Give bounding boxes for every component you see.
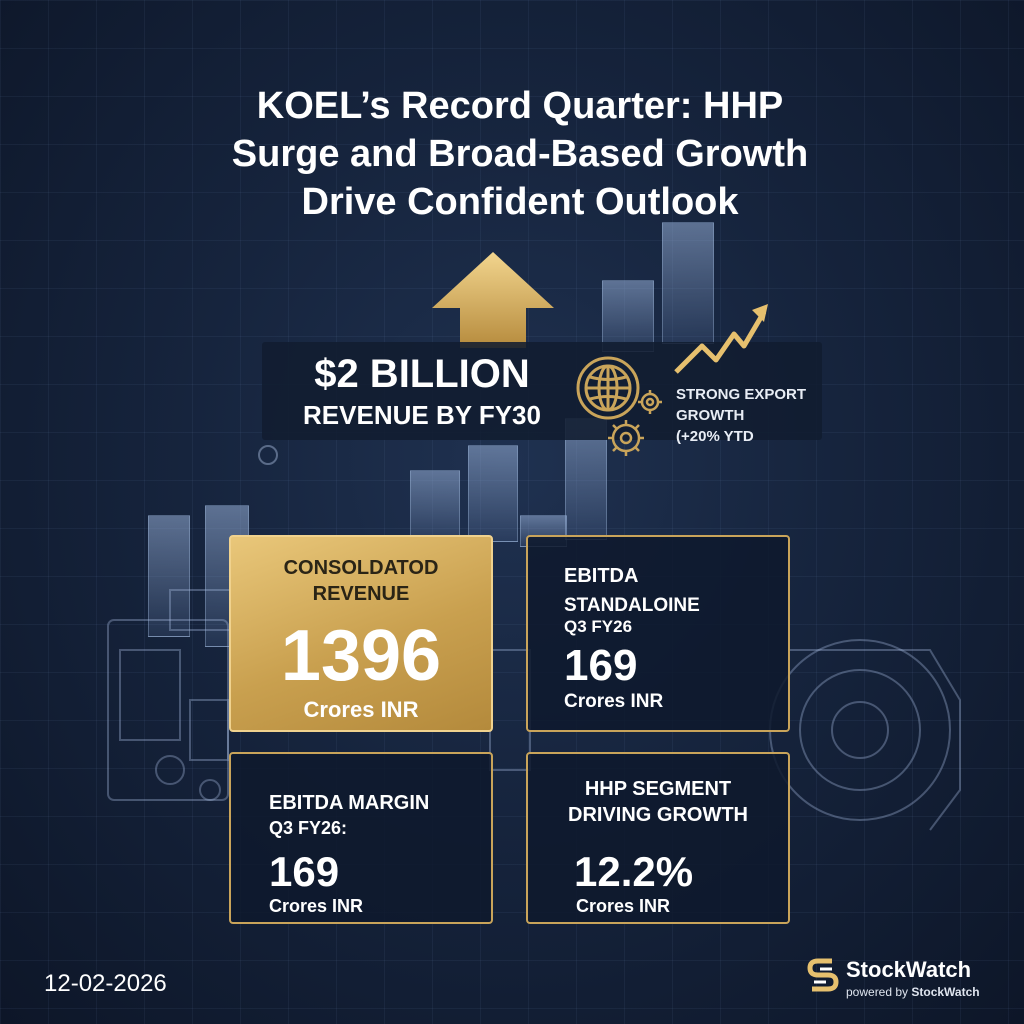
- margin-card-label-1: EBITDA MARGIN: [269, 792, 430, 814]
- background-bar: [468, 445, 518, 542]
- powered-prefix: powered by: [846, 985, 912, 999]
- ebitda-margin-card: EBITDA MARGIN Q3 FY26: 169 Crores INR: [229, 752, 493, 924]
- revenue-card-unit: Crores INR: [303, 697, 419, 722]
- ebitda-card-value: 169: [564, 641, 638, 690]
- banner-headline: $2 BILLION: [314, 352, 530, 396]
- ebitda-card: EBITDA STANDALOINE Q3 FY26 169 Crores IN…: [526, 535, 790, 732]
- background-bar: [148, 515, 190, 637]
- banner-subline: REVENUE BY FY30: [303, 400, 541, 430]
- hhp-card-label-1: HHP SEGMENT: [584, 778, 732, 800]
- ebitda-card-unit: Crores INR: [564, 691, 664, 712]
- ebitda-card-label-1: EBITDA: [564, 565, 639, 587]
- export-growth-text: STRONG EXPORT GROWTH (+20% YTD: [676, 384, 826, 447]
- page-title: KOEL’s Record Quarter: HHP Surge and Bro…: [180, 82, 860, 226]
- revenue-card-label-1: CONSOLDATOD: [283, 557, 439, 579]
- gear-icon: [608, 390, 662, 456]
- title-line-2: Surge and Broad-Based Growth: [231, 133, 809, 175]
- up-arrow-icon: [432, 252, 554, 348]
- trend-arrow-icon: [674, 304, 768, 374]
- ebitda-card-label-3: Q3 FY26: [564, 617, 633, 636]
- hhp-segment-card: HHP SEGMENT DRIVING GROWTH 12.2% Crores …: [526, 752, 790, 924]
- revenue-card-label-2: REVENUE: [312, 583, 410, 605]
- publish-date: 12-02-2026: [44, 970, 167, 997]
- title-line-3: Drive Confident Outlook: [301, 181, 739, 223]
- margin-card-label-2: Q3 FY26:: [269, 818, 348, 838]
- export-line-3: (+20% YTD: [676, 428, 754, 445]
- globe-icon: [576, 356, 640, 420]
- export-line-2: GROWTH: [676, 407, 745, 424]
- revenue-target-banner: [262, 342, 822, 440]
- revenue-card: CONSOLDATOD REVENUE 1396 Crores INR: [229, 535, 493, 732]
- export-line-1: STRONG EXPORT: [676, 386, 807, 403]
- brand-powered-by: powered by StockWatch: [846, 985, 980, 999]
- brand-name: StockWatch: [846, 957, 972, 982]
- powered-brand: StockWatch: [911, 985, 980, 999]
- hhp-card-label-2: DRIVING GROWTH: [568, 804, 748, 826]
- background-bar: [662, 222, 714, 344]
- hhp-card-value: 12.2%: [574, 848, 694, 895]
- title-line-1: KOEL’s Record Quarter: HHP: [256, 85, 784, 127]
- margin-card-value: 169: [269, 848, 340, 895]
- stockwatch-brand: StockWatch powered by StockWatch: [806, 955, 1006, 1005]
- background-bar: [410, 470, 460, 542]
- margin-card-unit: Crores INR: [269, 896, 364, 916]
- stockwatch-logo-icon: [807, 958, 839, 992]
- hhp-card-unit: Crores INR: [576, 896, 671, 916]
- ebitda-card-label-2: STANDALOINE: [564, 595, 700, 616]
- background-bar: [602, 280, 654, 352]
- revenue-card-value: 1396: [280, 616, 442, 696]
